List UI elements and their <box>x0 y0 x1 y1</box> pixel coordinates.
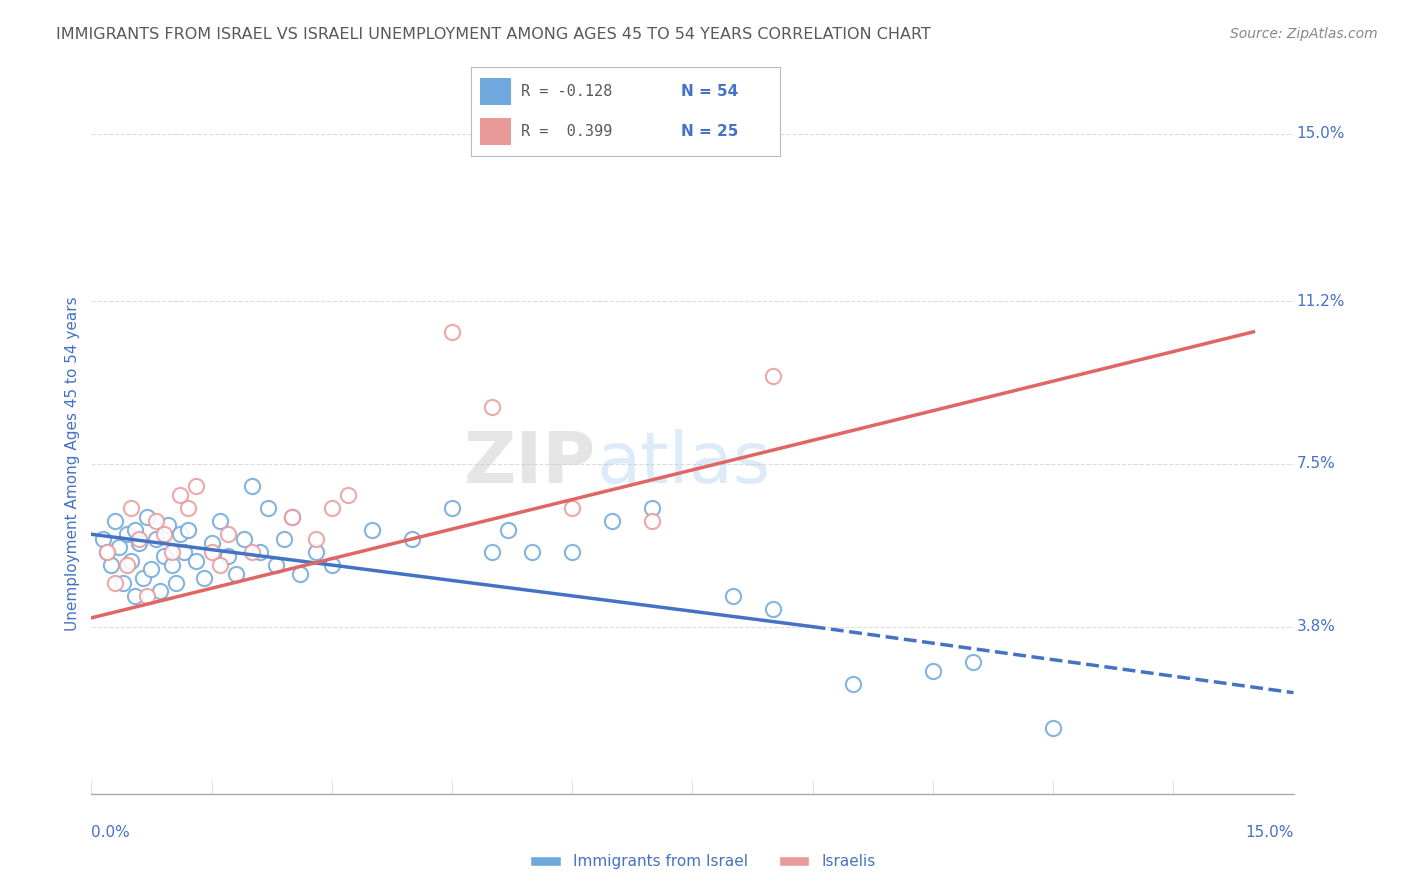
Point <box>217 527 239 541</box>
Point <box>288 566 311 581</box>
Point <box>160 545 183 559</box>
Point <box>124 589 146 603</box>
Point <box>321 558 343 572</box>
Text: 3.8%: 3.8% <box>1296 619 1336 634</box>
Point <box>305 532 328 546</box>
Point <box>922 664 945 678</box>
Point <box>117 527 139 541</box>
Point <box>208 558 231 572</box>
Point <box>165 575 187 590</box>
Text: ZIP: ZIP <box>464 429 596 499</box>
Point <box>104 575 127 590</box>
Point <box>169 488 191 502</box>
Point <box>841 677 863 691</box>
Point <box>108 541 131 555</box>
Point <box>152 549 174 564</box>
Point <box>281 509 304 524</box>
Point <box>481 400 503 414</box>
Point <box>132 571 155 585</box>
Point <box>148 584 170 599</box>
Bar <box>481 118 512 145</box>
Point <box>240 479 263 493</box>
Text: IMMIGRANTS FROM ISRAEL VS ISRAELI UNEMPLOYMENT AMONG AGES 45 TO 54 YEARS CORRELA: IMMIGRANTS FROM ISRAEL VS ISRAELI UNEMPL… <box>56 27 931 42</box>
Text: 7.5%: 7.5% <box>1296 457 1336 471</box>
Point <box>232 532 254 546</box>
Text: Source: ZipAtlas.com: Source: ZipAtlas.com <box>1230 27 1378 41</box>
Point <box>96 545 118 559</box>
Point <box>336 488 359 502</box>
Point <box>240 545 263 559</box>
Point <box>169 527 191 541</box>
Point <box>93 532 115 546</box>
Text: 0.0%: 0.0% <box>91 825 131 840</box>
Text: 15.0%: 15.0% <box>1246 825 1294 840</box>
Point <box>176 523 198 537</box>
Point <box>173 545 195 559</box>
Point <box>152 527 174 541</box>
Point <box>256 500 278 515</box>
Y-axis label: Unemployment Among Ages 45 to 54 years: Unemployment Among Ages 45 to 54 years <box>65 296 80 632</box>
Point <box>128 536 150 550</box>
Point <box>121 554 143 568</box>
Point <box>561 545 583 559</box>
Point <box>321 500 343 515</box>
Point <box>104 514 127 528</box>
Point <box>156 518 179 533</box>
Point <box>360 523 382 537</box>
Point <box>201 545 224 559</box>
Point <box>520 545 543 559</box>
Bar <box>481 78 512 105</box>
Point <box>281 509 304 524</box>
Point <box>117 558 139 572</box>
Point <box>496 523 519 537</box>
Point <box>176 500 198 515</box>
Point <box>124 523 146 537</box>
Point <box>121 500 143 515</box>
Point <box>96 545 118 559</box>
Point <box>141 562 163 576</box>
Point <box>184 479 207 493</box>
Point <box>264 558 287 572</box>
Point <box>145 514 167 528</box>
Point <box>217 549 239 564</box>
Text: 15.0%: 15.0% <box>1296 127 1344 141</box>
Point <box>184 554 207 568</box>
Point <box>208 514 231 528</box>
Point <box>201 536 224 550</box>
Point <box>225 566 247 581</box>
Point <box>641 514 664 528</box>
Point <box>561 500 583 515</box>
Legend: Immigrants from Israel, Israelis: Immigrants from Israel, Israelis <box>524 848 882 875</box>
Point <box>100 558 122 572</box>
Point <box>305 545 328 559</box>
Point <box>193 571 215 585</box>
Point <box>962 655 984 669</box>
Point <box>145 532 167 546</box>
Point <box>401 532 423 546</box>
Point <box>641 500 664 515</box>
Point <box>136 509 159 524</box>
Point <box>762 368 785 383</box>
Point <box>128 532 150 546</box>
Point <box>273 532 295 546</box>
Point <box>249 545 271 559</box>
Point <box>441 325 464 339</box>
Point <box>602 514 624 528</box>
Text: R = -0.128: R = -0.128 <box>520 85 612 99</box>
Text: R =  0.399: R = 0.399 <box>520 124 612 138</box>
Point <box>762 602 785 616</box>
Text: N = 54: N = 54 <box>682 85 738 99</box>
Point <box>1042 721 1064 735</box>
Point <box>136 589 159 603</box>
Point <box>721 589 744 603</box>
Text: atlas: atlas <box>596 429 770 499</box>
Point <box>160 558 183 572</box>
Text: 11.2%: 11.2% <box>1296 293 1344 309</box>
Point <box>481 545 503 559</box>
Point <box>441 500 464 515</box>
Text: N = 25: N = 25 <box>682 124 738 138</box>
Point <box>112 575 135 590</box>
